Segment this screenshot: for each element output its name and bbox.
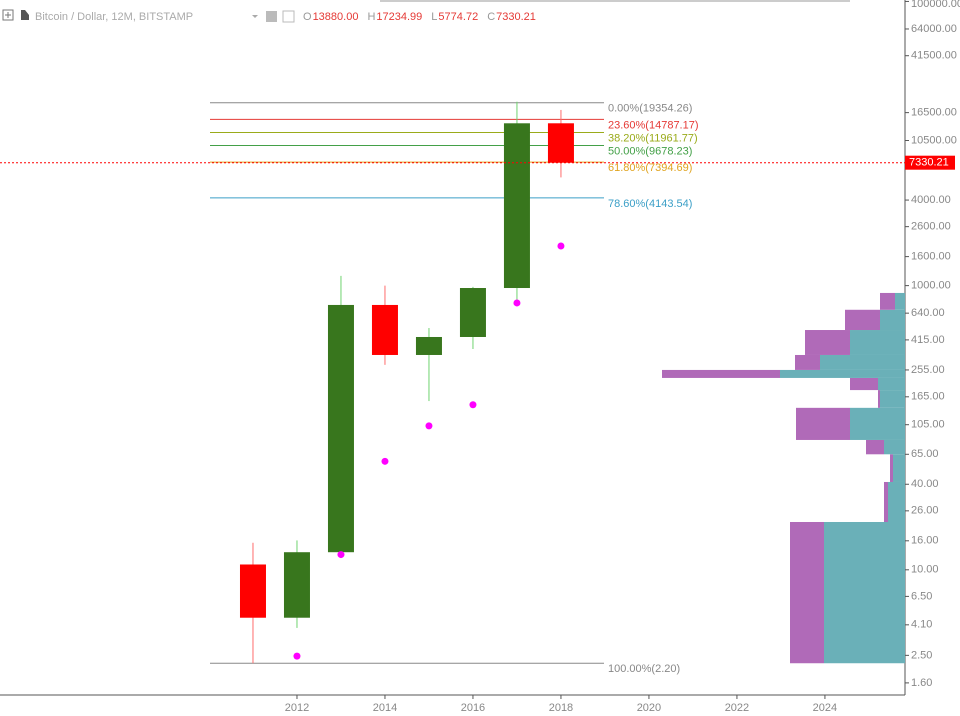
y-tick-label: 1000.00 xyxy=(911,280,951,292)
volume-purple xyxy=(866,439,884,455)
y-tick-label: 1600.00 xyxy=(911,251,951,263)
volume-teal xyxy=(878,377,905,391)
x-tick-label: 2014 xyxy=(373,702,397,714)
ohlc-value: 17234.99 xyxy=(376,11,422,23)
volume-purple xyxy=(884,481,888,522)
candle-body xyxy=(547,123,574,163)
y-tick-label: 65.00 xyxy=(911,448,939,460)
y-tick-label: 64000.00 xyxy=(911,23,957,35)
sar-dot xyxy=(337,551,345,559)
volume-purple xyxy=(796,407,850,440)
y-tick-label: 4.10 xyxy=(911,619,932,631)
volume-purple xyxy=(805,330,850,355)
settings-icon[interactable] xyxy=(282,10,295,23)
sar-dot xyxy=(293,652,301,660)
candle-body xyxy=(371,304,398,355)
y-tick-label: 105.00 xyxy=(911,419,945,431)
volume-purple xyxy=(790,521,824,664)
y-tick-label: 6.50 xyxy=(911,590,932,602)
x-tick-label: 2020 xyxy=(637,702,661,714)
ohlc-key: H xyxy=(367,11,375,23)
fib-label: 38.20%(11961.77) xyxy=(608,132,698,144)
x-tick-label: 2022 xyxy=(725,702,749,714)
volume-purple xyxy=(795,354,820,370)
sar-dot xyxy=(425,422,433,430)
fib-label: 0.00%(19354.26) xyxy=(608,103,692,115)
volume-teal xyxy=(888,481,905,522)
y-tick-label: 16.00 xyxy=(911,535,939,547)
volume-teal xyxy=(820,354,905,370)
candle-body xyxy=(327,304,354,553)
dropdown-icon[interactable] xyxy=(252,15,258,18)
fib-label: 100.00%(2.20) xyxy=(608,663,680,675)
x-tick-label: 2012 xyxy=(285,702,309,714)
ohlc-value: 5774.72 xyxy=(438,11,478,23)
volume-purple xyxy=(662,369,780,378)
sar-dot xyxy=(557,242,565,250)
fib-label: 23.60%(14787.17) xyxy=(608,119,699,131)
y-tick-label: 26.00 xyxy=(911,505,939,517)
volume-purple xyxy=(890,454,893,482)
fib-label: 50.00%(9678.23) xyxy=(608,145,692,157)
candle-body xyxy=(283,552,310,618)
ohlc-key: L xyxy=(431,11,437,23)
candle-body xyxy=(459,288,486,337)
top-bar xyxy=(380,0,850,2)
sar-dot xyxy=(381,457,389,465)
sar-dot xyxy=(469,401,477,409)
y-tick-label: 2600.00 xyxy=(911,221,951,233)
candle-body xyxy=(239,564,266,618)
fib-label: 61.80%(7394.69) xyxy=(608,162,692,174)
volume-purple xyxy=(878,390,880,408)
y-tick-label: 40.00 xyxy=(911,478,939,490)
last-price-box xyxy=(905,155,955,170)
y-tick-label: 640.00 xyxy=(911,307,945,319)
volume-teal xyxy=(850,407,905,440)
ohlc-key: C xyxy=(487,11,495,23)
y-tick-label: 415.00 xyxy=(911,334,945,346)
candle-body xyxy=(503,123,530,289)
last-price-label: 7330.21 xyxy=(909,157,949,169)
volume-teal xyxy=(880,390,905,408)
volume-teal xyxy=(880,309,905,331)
y-tick-label: 10500.00 xyxy=(911,134,957,146)
volume-teal xyxy=(824,521,905,664)
y-tick-label: 1.60 xyxy=(911,677,932,689)
symbol-icon xyxy=(21,10,29,20)
volume-teal xyxy=(893,454,905,482)
volume-teal xyxy=(884,439,905,455)
ohlc-value: 7330.21 xyxy=(496,11,536,23)
y-tick-label: 10.00 xyxy=(911,564,939,576)
volume-purple xyxy=(880,292,895,310)
ohlc-key: O xyxy=(303,11,312,23)
y-tick-label: 255.00 xyxy=(911,364,945,376)
collapse-icon[interactable] xyxy=(2,9,14,21)
volume-teal xyxy=(895,292,905,310)
volume-teal xyxy=(850,330,905,355)
sar-dot xyxy=(513,299,521,307)
plus-icon xyxy=(5,12,11,18)
fib-label: 78.60%(4143.54) xyxy=(608,198,692,210)
y-tick-label: 4000.00 xyxy=(911,194,951,206)
y-tick-label: 16500.00 xyxy=(911,107,957,119)
volume-purple xyxy=(850,377,878,391)
y-tick-label: 165.00 xyxy=(911,391,945,403)
x-tick-label: 2018 xyxy=(549,702,573,714)
y-tick-label: 41500.00 xyxy=(911,50,957,62)
y-tick-label: 2.50 xyxy=(911,649,932,661)
eye-icon[interactable] xyxy=(266,11,277,22)
volume-teal xyxy=(780,369,905,378)
volume-purple xyxy=(845,309,880,331)
y-tick-label: 100000.00 xyxy=(911,0,960,10)
chart-title: Bitcoin / Dollar, 12M, BITSTAMP xyxy=(35,11,193,23)
candle-body xyxy=(415,336,442,355)
x-tick-label: 2016 xyxy=(461,702,485,714)
x-tick-label: 2024 xyxy=(813,702,837,714)
ohlc-value: 13880.00 xyxy=(313,11,359,23)
